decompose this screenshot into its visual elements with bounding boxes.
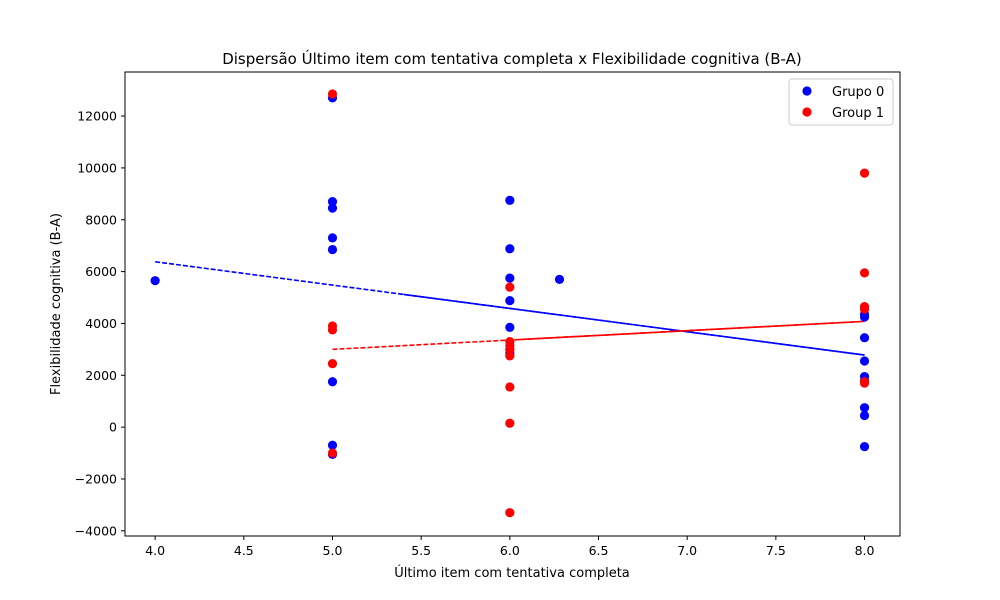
x-tick-label: 7.5 [766,543,786,558]
y-tick-label: 2000 [85,368,117,383]
data-point-grupo-0 [859,333,870,343]
data-point-group-1 [859,168,870,178]
plot-area [150,89,870,518]
legend-label-group-1: Group 1 [832,106,884,121]
data-point-grupo-0 [327,203,338,213]
data-point-group-1 [327,89,338,99]
legend-marker-group-1 [802,107,812,117]
y-tick-label: 4000 [85,316,117,331]
data-points [150,89,870,518]
data-point-grupo-0 [327,377,338,387]
data-point-group-1 [505,344,515,354]
x-tick-label: 4.5 [234,543,254,558]
data-point-group-1 [505,351,515,361]
data-point-group-1 [859,268,870,278]
trend-line-solid-group-1 [518,320,865,341]
data-point-grupo-0 [327,233,338,243]
y-axis-title: Flexibilidade cognitiva (B-A) [49,213,64,395]
y-tick-label: 10000 [77,160,117,175]
data-point-grupo-0 [859,312,870,322]
x-axis-title: Último item com tentativa completa [394,565,630,581]
data-point-grupo-0 [505,296,515,306]
data-point-group-1 [859,378,870,388]
y-tick-label: 8000 [85,212,117,227]
data-point-grupo-0 [150,276,160,286]
data-point-grupo-0 [505,322,515,332]
data-point-grupo-0 [859,441,870,452]
data-point-grupo-0 [505,273,515,283]
y-tick-label: 0 [109,420,117,435]
data-point-group-1 [505,418,515,428]
data-point-group-1 [505,282,515,292]
x-axis: 4.0 4.5 5.0 5.5 6.0 6.5 7.0 7.5 8.0 [145,536,875,558]
data-point-grupo-0 [554,274,565,284]
data-point-grupo-0 [327,197,338,207]
data-point-group-1 [505,508,515,518]
x-tick-label: 7.0 [677,543,697,558]
y-tick-label: 12000 [77,109,117,124]
data-point-group-1 [327,325,338,335]
x-tick-label: 8.0 [855,543,875,558]
legend-frame [788,78,894,126]
data-point-group-1 [859,304,870,314]
y-tick-label: −4000 [75,523,117,538]
data-point-group-1 [327,359,338,369]
data-point-grupo-0 [327,440,338,450]
trend-lines [155,260,865,356]
legend: Grupo 0 Group 1 [788,78,894,126]
data-point-grupo-0 [505,244,515,254]
data-point-grupo-0 [327,244,338,255]
trend-line-solid-grupo-0 [403,293,865,356]
x-tick-label: 6.0 [500,543,520,558]
data-point-grupo-0 [505,195,515,205]
x-tick-label: 5.0 [323,543,343,558]
legend-label-grupo-0: Grupo 0 [832,85,884,100]
y-axis: −4000 −2000 0 2000 4000 6000 8000 10000 12000 [75,109,125,538]
x-tick-label: 6.5 [589,543,609,558]
data-point-grupo-0 [859,410,870,421]
legend-marker-grupo-0 [802,86,812,96]
x-tick-label: 5.5 [411,543,431,558]
y-tick-label: 6000 [85,264,117,279]
data-point-group-1 [327,448,338,458]
data-point-grupo-0 [859,356,870,366]
data-point-group-1 [505,382,515,392]
y-tick-label: −2000 [75,471,117,486]
chart-title: Dispersão Último item com tentativa comp… [222,49,802,68]
data-point-grupo-0 [859,403,870,413]
plot-frame [124,71,901,537]
x-tick-label: 4.0 [145,543,165,558]
